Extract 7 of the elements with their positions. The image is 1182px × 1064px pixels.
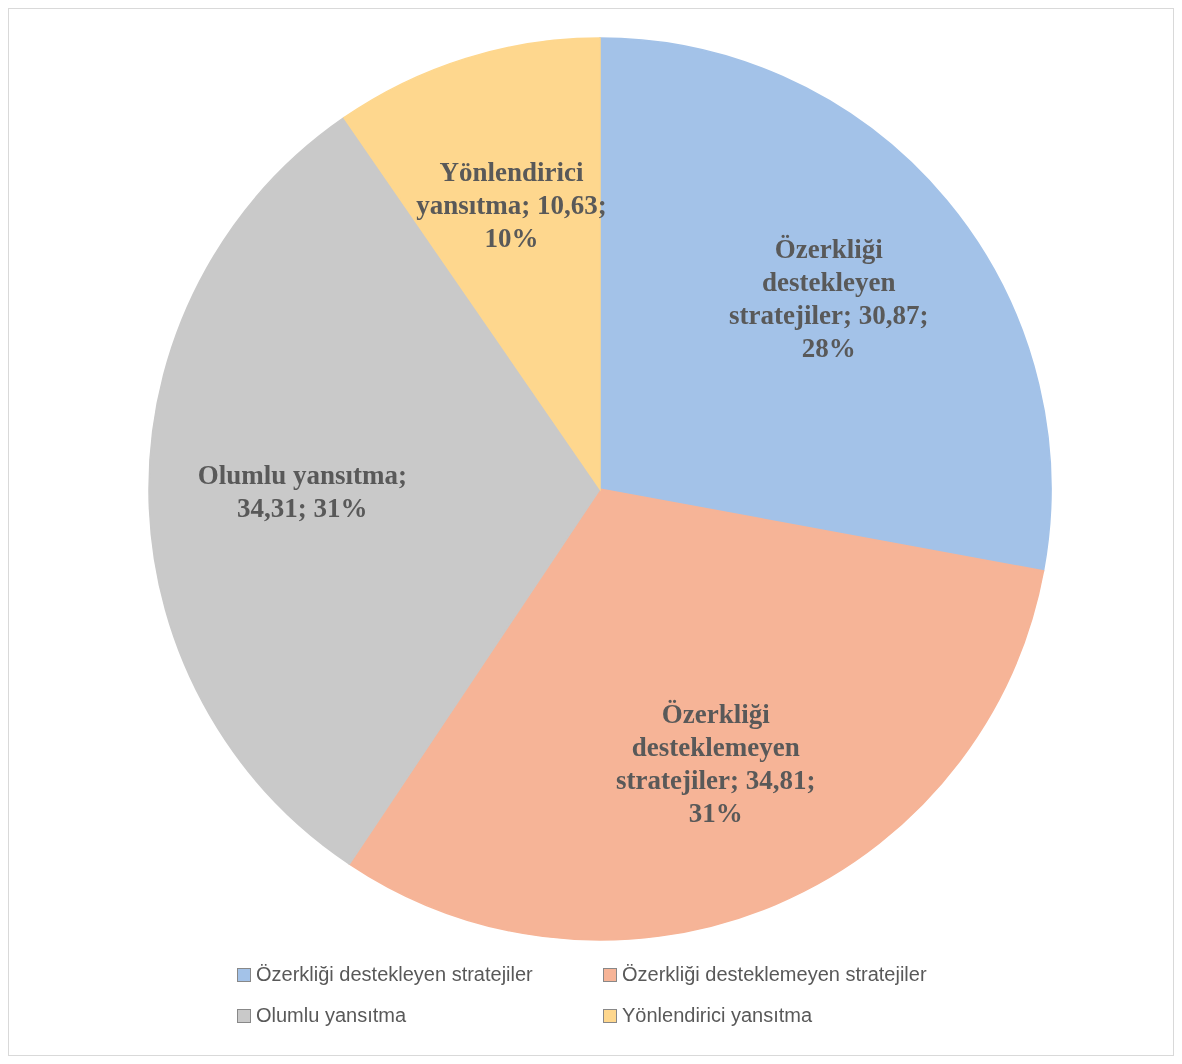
legend-label: Özerkliği desteklemeyen stratejiler — [622, 963, 927, 986]
legend-label: Özerkliği destekleyen stratejiler — [256, 963, 533, 986]
data-label: Özerkliği desteklemeyen stratejiler; 34,81; 31% — [616, 698, 816, 828]
data-label: Özerkliği destekleyen stratejiler; 30,87; 28% — [729, 234, 929, 364]
legend-label: Olumlu yansıtma — [256, 1004, 407, 1027]
legend-label: Yönlendirici yansıtma — [622, 1004, 813, 1027]
data-label: Olumlu yansıtma; 34,31; 31% — [197, 459, 407, 523]
